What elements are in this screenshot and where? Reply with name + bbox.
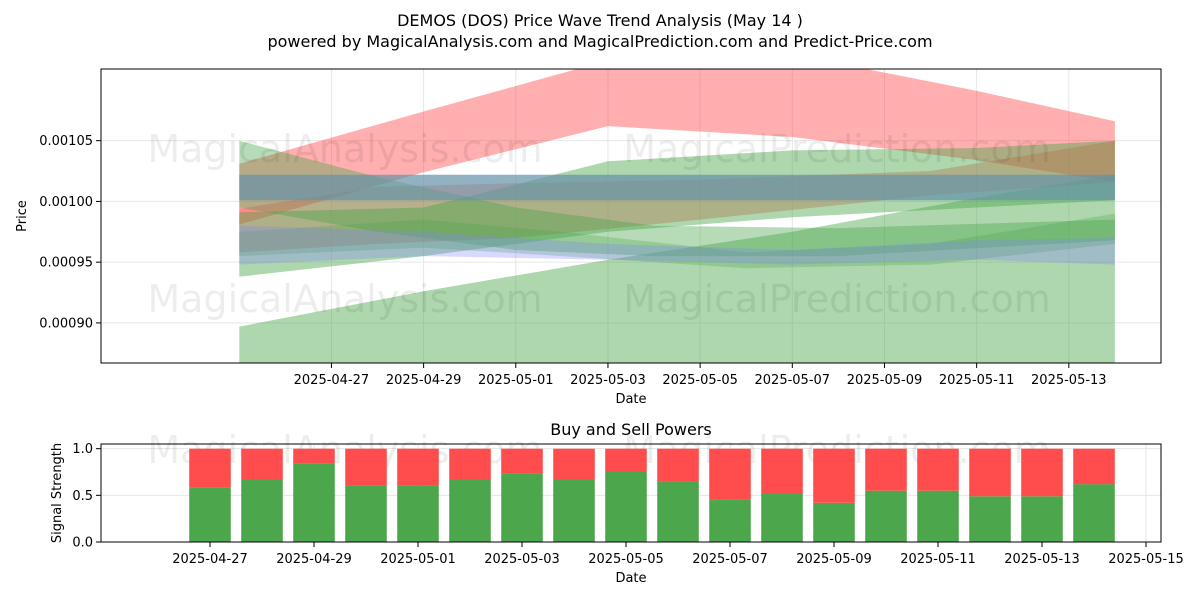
sell-power-bar bbox=[449, 448, 491, 480]
signal-panel: Buy and Sell Powers MagicalAnalysis.com … bbox=[50, 420, 1184, 586]
buy-power-bar bbox=[553, 479, 595, 542]
buy-power-bar bbox=[449, 479, 491, 542]
sell-power-bar bbox=[865, 448, 907, 491]
chart-title: DEMOS (DOS) Price Wave Trend Analysis (M… bbox=[397, 11, 803, 30]
signal-x-tick-label: 2025-05-05 bbox=[588, 552, 664, 567]
buy-power-bar bbox=[293, 463, 335, 542]
sell-power-bar bbox=[293, 448, 335, 464]
signal-x-tick-label: 2025-05-01 bbox=[380, 552, 456, 567]
buy-power-bar bbox=[917, 490, 959, 542]
signal-plot-frame bbox=[100, 443, 1162, 543]
signal-x-tick-label: 2025-05-13 bbox=[1004, 552, 1080, 567]
signal-x-tick-label: 2025-05-15 bbox=[1108, 552, 1184, 567]
signal-x-tick-label: 2025-04-27 bbox=[172, 552, 248, 567]
price-x-tick-label: 2025-05-01 bbox=[478, 373, 554, 388]
sell-power-bar bbox=[657, 448, 699, 482]
signal-y-tick-label: 0.0 bbox=[72, 536, 93, 551]
signal-x-tick-label: 2025-05-11 bbox=[900, 552, 976, 567]
sell-power-bar bbox=[1021, 448, 1063, 497]
watermark-prediction: MagicalPrediction.com bbox=[623, 277, 1051, 321]
buy-power-bar bbox=[657, 481, 699, 542]
price-x-tick-label: 2025-04-29 bbox=[386, 373, 462, 388]
sell-power-bar bbox=[813, 448, 855, 503]
signal-x-axis: 2025-04-27 2025-04-29 2025-05-01 2025-05-03… bbox=[172, 542, 1184, 567]
price-x-axis: 2025-04-27 2025-04-29 2025-05-01 2025-05-03… bbox=[294, 363, 1107, 388]
watermark-analysis: MagicalAnalysis.com bbox=[147, 277, 542, 321]
price-band-green bbox=[239, 174, 1115, 201]
sell-power-bar bbox=[397, 448, 439, 486]
sell-power-bar bbox=[1073, 448, 1115, 485]
price-x-tick-label: 2025-05-05 bbox=[662, 373, 738, 388]
buy-power-bar bbox=[189, 487, 231, 542]
buy-power-bar bbox=[605, 472, 647, 542]
signal-y-axis: 0.0 0.5 1.0 bbox=[72, 442, 101, 551]
price-y-axis-label: Price bbox=[15, 200, 30, 232]
buy-power-bar bbox=[709, 499, 751, 542]
sell-power-bar bbox=[241, 448, 283, 480]
buy-power-bar bbox=[761, 493, 803, 542]
buy-power-bar bbox=[1073, 484, 1115, 542]
sell-power-bar bbox=[501, 448, 543, 474]
signal-x-tick-label: 2025-05-03 bbox=[484, 552, 560, 567]
signal-y-axis-label: Signal Strength bbox=[50, 443, 65, 543]
sell-power-bar bbox=[761, 448, 803, 494]
price-x-tick-label: 2025-05-09 bbox=[847, 373, 923, 388]
price-band-green bbox=[239, 140, 1115, 257]
price-y-tick-label: 0.00095 bbox=[39, 256, 93, 271]
price-grid bbox=[101, 69, 1161, 363]
signal-x-tick-label: 2025-05-07 bbox=[692, 552, 768, 567]
price-x-tick-label: 2025-05-13 bbox=[1031, 373, 1107, 388]
signal-x-tick-label: 2025-05-09 bbox=[796, 552, 872, 567]
buy-power-bar bbox=[813, 502, 855, 542]
price-plot-frame bbox=[100, 68, 1162, 364]
price-y-tick-label: 0.00105 bbox=[39, 134, 93, 149]
buy-power-bar bbox=[1021, 496, 1063, 542]
price-y-axis: 0.00090 0.00095 0.00100 0.00105 bbox=[39, 134, 101, 331]
watermark-analysis: MagicalAnalysis.com bbox=[147, 127, 542, 171]
price-x-tick-label: 2025-05-11 bbox=[939, 373, 1015, 388]
sell-power-bar bbox=[553, 448, 595, 480]
buy-power-bar bbox=[345, 485, 387, 542]
buy-power-bar bbox=[397, 485, 439, 542]
buy-power-bar bbox=[969, 496, 1011, 542]
signal-y-tick-label: 0.5 bbox=[72, 489, 93, 504]
price-x-tick-label: 2025-05-07 bbox=[755, 373, 831, 388]
buy-power-bar bbox=[865, 490, 907, 542]
sell-power-bar bbox=[709, 448, 751, 500]
signal-x-axis-label: Date bbox=[615, 571, 646, 586]
signal-bars bbox=[189, 448, 1115, 542]
buy-power-bar bbox=[241, 479, 283, 542]
chart-subtitle: powered by MagicalAnalysis.com and Magic… bbox=[267, 32, 932, 51]
price-x-tick-label: 2025-05-03 bbox=[570, 373, 646, 388]
price-x-tick-label: 2025-04-27 bbox=[294, 373, 370, 388]
price-watermarks: MagicalAnalysis.com MagicalPrediction.co… bbox=[147, 127, 1050, 321]
sell-power-bar bbox=[917, 448, 959, 491]
signal-y-tick-label: 1.0 bbox=[72, 442, 93, 457]
price-y-tick-label: 0.00090 bbox=[39, 316, 93, 331]
signal-x-tick-label: 2025-04-29 bbox=[276, 552, 352, 567]
price-band-blue bbox=[239, 174, 1115, 201]
signal-title: Buy and Sell Powers bbox=[550, 420, 712, 439]
price-band-blue bbox=[239, 225, 1115, 265]
sell-power-bar bbox=[605, 448, 647, 472]
buy-power-bar bbox=[501, 473, 543, 542]
price-y-tick-label: 0.00100 bbox=[39, 195, 93, 210]
price-band-green bbox=[239, 174, 1115, 363]
price-band-red bbox=[239, 69, 1115, 225]
sell-power-bar bbox=[345, 448, 387, 486]
price-panel: MagicalAnalysis.com MagicalPrediction.co… bbox=[15, 68, 1162, 407]
watermark-prediction: MagicalPrediction.com bbox=[623, 127, 1051, 171]
sell-power-bar bbox=[969, 448, 1011, 497]
price-x-axis-label: Date bbox=[615, 392, 646, 407]
price-bands bbox=[239, 69, 1115, 363]
price-band-green bbox=[239, 213, 1115, 269]
sell-power-bar bbox=[189, 448, 231, 488]
